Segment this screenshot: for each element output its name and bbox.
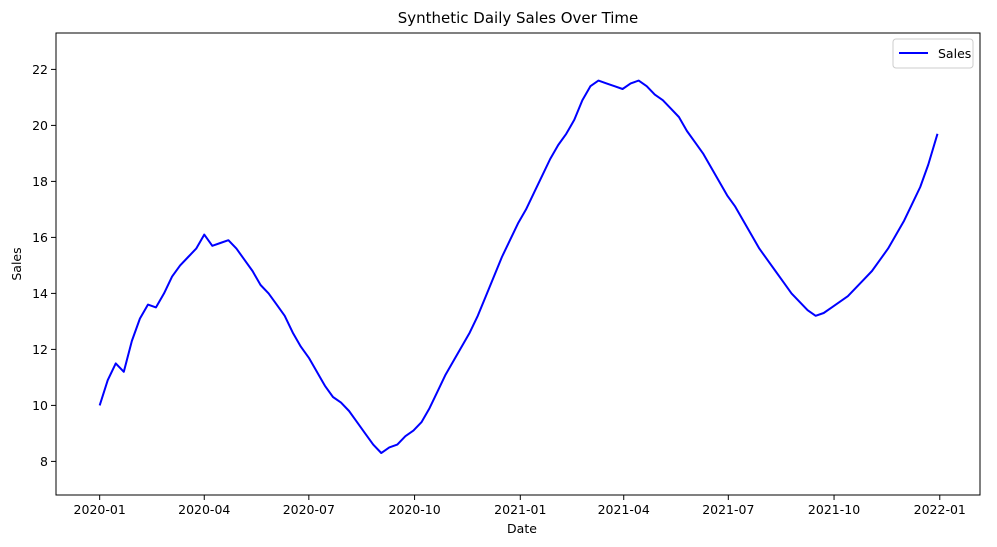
plot-area [55,32,981,496]
y-tick-label: 10 [32,398,48,413]
y-tick-label: 16 [32,230,48,245]
x-tick-label: 2020-07 [283,502,335,517]
x-tick-label: 2022-01 [914,502,966,517]
y-tick-label: 18 [32,174,48,189]
x-tick-label: 2021-10 [808,502,860,517]
legend: Sales [892,38,974,69]
x-tick-label: 2021-07 [702,502,754,517]
legend-box [892,38,974,69]
x-tick-label: 2021-01 [494,502,546,517]
chart-title: Synthetic Daily Sales Over Time [398,9,639,27]
y-axis: 8 10 12 14 16 18 20 22 [32,62,56,469]
x-tick-label: 2020-10 [388,502,440,517]
plot-frame [55,32,981,496]
x-tick-label: 2021-04 [598,502,650,517]
y-tick-label: 12 [32,342,48,357]
legend-label-sales: Sales [938,46,971,61]
series-layer [98,79,939,454]
y-tick-label: 14 [32,286,48,301]
y-tick-label: 8 [40,454,48,469]
x-axis: 2020-01 2020-04 2020-07 2020-10 2021-01 2021-… [74,495,966,517]
series-line-sales [98,79,939,454]
y-tick-label: 20 [32,118,48,133]
y-tick-label: 22 [32,62,48,77]
y-axis-label: Sales [9,247,24,280]
x-tick-label: 2020-01 [74,502,126,517]
x-tick-label: 2020-04 [178,502,230,517]
x-axis-label: Date [507,521,537,536]
